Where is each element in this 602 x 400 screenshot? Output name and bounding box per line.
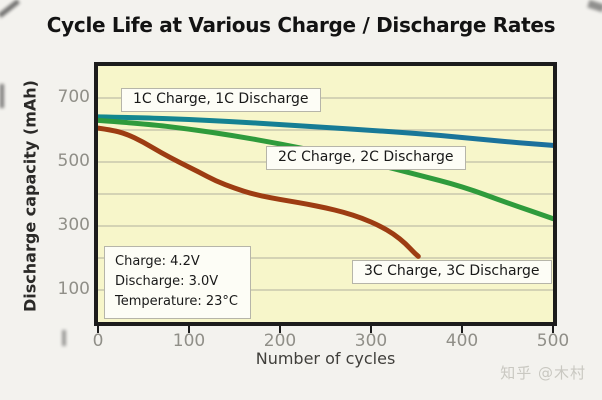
corner-artifact [587,0,602,13]
y-tick-label: 500 [57,151,90,171]
condition-temperature: Temperature: 23°C [115,294,238,310]
x-tick-label: 500 [536,331,570,351]
condition-charge: Charge: 4.2V [115,254,200,269]
x-tick-label: 300 [354,331,388,351]
series-line-2 [98,117,553,222]
x-axis-title: Number of cycles [255,349,396,368]
series-label-2c: 2C Charge, 2C Discharge [266,146,466,170]
edge-artifact [0,84,4,108]
x-tick-mark [552,326,554,333]
y-axis-title: Discharge capacity (mAh) [20,80,40,312]
x-tick-label: 400 [445,331,479,351]
x-tick-label: 100 [172,331,206,351]
x-tick-mark [370,326,372,333]
y-tick-label: 100 [57,279,90,299]
y-tick-label: 300 [57,215,90,235]
x-tick-mark [279,326,281,333]
watermark: 知乎 @木村 [500,364,586,382]
x-tick-label: 0 [92,331,104,351]
edge-artifact [62,330,66,346]
x-tick-mark [97,326,99,333]
series-line-3 [98,125,421,259]
series-label-3c: 3C Charge, 3C Discharge [352,260,552,284]
x-tick-mark [461,326,463,333]
test-conditions-box: Charge: 4.2V Discharge: 3.0V Temperature… [104,246,251,320]
series-line-1 [98,114,553,148]
x-tick-mark [188,326,190,333]
chart-title: Cycle Life at Various Charge / Discharge… [46,13,556,37]
condition-discharge: Discharge: 3.0V [115,274,219,290]
series-label-1c: 1C Charge, 1C Discharge [121,88,321,112]
y-tick-label: 700 [57,87,90,107]
x-tick-label: 200 [263,331,297,351]
